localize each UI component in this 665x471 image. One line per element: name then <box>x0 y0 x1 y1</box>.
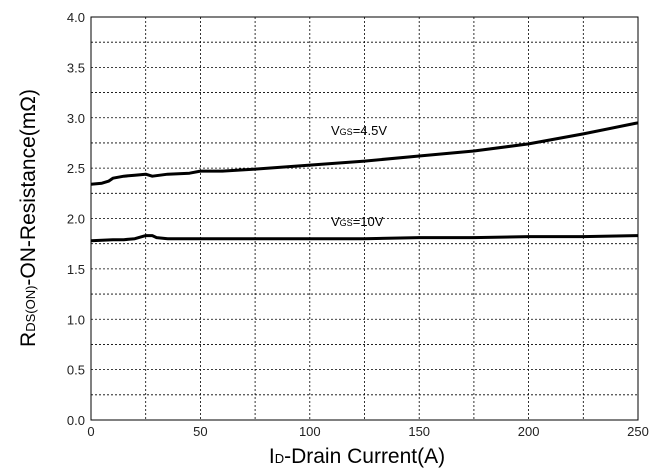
x-tick-labels: 0 50 100 150 200 250 <box>87 424 648 439</box>
x-tick-label: 250 <box>627 424 649 439</box>
x-tick-label: 200 <box>518 424 540 439</box>
y-tick-label: 0.0 <box>67 413 85 428</box>
y-tick-label: 2.5 <box>67 161 85 176</box>
y-tick-label: 1.0 <box>67 312 85 327</box>
grid <box>91 17 638 420</box>
y-tick-label: 2.0 <box>67 212 85 227</box>
y-axis-title: RDS(ON)-ON-Resistance(mΩ) <box>17 89 40 347</box>
x-axis-title: ID-Drain Current(A) <box>269 445 445 468</box>
y-tick-label: 1.5 <box>67 262 85 277</box>
series-line-vgs-10v <box>90 234 639 243</box>
series-label-vgs-10v: VGS=10V <box>331 214 384 229</box>
x-tick-label: 50 <box>193 424 207 439</box>
x-tick-label: 150 <box>408 424 430 439</box>
y-tick-label: 3.0 <box>67 111 85 126</box>
y-tick-label: 4.0 <box>67 10 85 25</box>
y-tick-labels: 0.0 0.5 1.0 1.5 2.0 2.5 3.0 3.5 4.0 <box>67 10 85 428</box>
x-tick-label: 0 <box>87 424 94 439</box>
y-tick-label: 3.5 <box>67 60 85 75</box>
series-label-vgs-4.5v: VGS=4.5V <box>331 123 387 138</box>
x-tick-label: 100 <box>299 424 321 439</box>
y-tick-label: 0.5 <box>67 363 85 378</box>
series-lines <box>90 121 639 243</box>
series-line-vgs-4.5v <box>90 121 639 186</box>
plot-frame <box>90 16 639 421</box>
